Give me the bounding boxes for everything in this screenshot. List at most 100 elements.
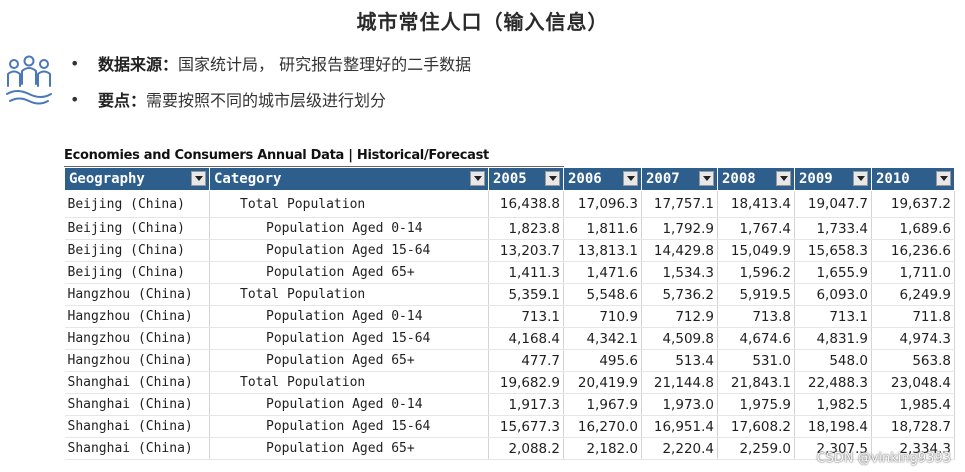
value-cell-2005: 15,677.3 [488, 415, 564, 438]
table-row: Beijing (China) Population Aged 0-14 1,823… [64, 217, 955, 240]
filter-dropdown-icon[interactable] [470, 171, 485, 186]
geography-cell: Beijing (China) [64, 190, 210, 218]
value-cell-2009: 4,831.9 [794, 327, 872, 350]
geography-cell: Beijing (China) [64, 217, 210, 240]
column-header-label: Geography [69, 171, 145, 187]
value-cell-2010: 711.8 [871, 305, 955, 328]
column-header-label: Category [214, 171, 282, 187]
column-header-label: 2008 [722, 171, 756, 187]
category-cell: Total Population [209, 190, 489, 218]
value-cell-2009: 18,198.4 [794, 415, 872, 438]
category-cell: Population Aged 15-64 [209, 327, 489, 350]
value-cell-2010: 6,249.9 [871, 283, 955, 306]
column-header-label: 2010 [876, 171, 910, 187]
population-table: Geography Category 2005 2006 2007 2008 2009 201… [64, 167, 955, 460]
geography-cell: Shanghai (China) [64, 393, 210, 416]
value-cell-2009: 1,982.5 [794, 393, 872, 416]
value-cell-2010: 1,711.0 [871, 261, 955, 284]
value-cell-2008: 15,049.9 [717, 239, 795, 262]
table-row: Hangzhou (China) Population Aged 0-14 713.… [64, 305, 955, 328]
table-row: Hangzhou (China) Total Population 5,359.1 5… [64, 283, 955, 306]
value-cell-2007: 16,951.4 [641, 415, 718, 438]
column-header-label: 2006 [568, 171, 602, 187]
value-cell-2005: 477.7 [488, 349, 564, 372]
watermark: CSDN @vinking9393 [816, 451, 951, 466]
value-cell-2010: 19,637.2 [871, 190, 955, 218]
category-cell: Population Aged 65+ [209, 349, 489, 372]
table-row: Shanghai (China) Total Population 19,682.9… [64, 371, 955, 394]
value-cell-2009: 22,488.3 [794, 371, 872, 394]
value-cell-2006: 17,096.3 [563, 190, 642, 218]
value-cell-2006: 1,967.9 [563, 393, 642, 416]
table-caption: Economies and Consumers Annual Data | Hi… [64, 146, 564, 167]
filter-dropdown-icon[interactable] [545, 171, 560, 186]
table-row: Beijing (China) Total Population 16,438.8 1… [64, 190, 955, 218]
filter-dropdown-icon[interactable] [853, 171, 868, 186]
geography-cell: Hangzhou (China) [64, 327, 210, 350]
table-row: Hangzhou (China) Population Aged 65+ 477.7… [64, 349, 955, 372]
value-cell-2008: 17,608.2 [717, 415, 795, 438]
category-cell: Total Population [209, 283, 489, 306]
value-cell-2007: 513.4 [641, 349, 718, 372]
value-cell-2007: 5,736.2 [641, 283, 718, 306]
category-cell: Population Aged 15-64 [209, 415, 489, 438]
value-cell-2008: 2,259.0 [717, 437, 795, 460]
value-cell-2007: 21,144.8 [641, 371, 718, 394]
filter-dropdown-icon[interactable] [936, 171, 951, 186]
geography-cell: Hangzhou (China) [64, 305, 210, 328]
column-header-2008: 2008 [717, 167, 795, 191]
value-cell-2005: 1,823.8 [488, 217, 564, 240]
value-cell-2007: 17,757.1 [641, 190, 718, 218]
value-cell-2009: 1,655.9 [794, 261, 872, 284]
value-cell-2006: 13,813.1 [563, 239, 642, 262]
slide-title: 城市常住人口（输入信息） [356, 10, 609, 34]
value-cell-2008: 18,413.4 [717, 190, 795, 218]
category-cell: Population Aged 65+ [209, 437, 489, 460]
bullet-dot: • [70, 53, 80, 73]
value-cell-2009: 548.0 [794, 349, 872, 372]
category-cell: Population Aged 15-64 [209, 239, 489, 262]
filter-dropdown-icon[interactable] [623, 171, 638, 186]
value-cell-2006: 20,419.9 [563, 371, 642, 394]
geography-cell: Hangzhou (China) [64, 283, 210, 306]
column-header-geography: Geography [64, 167, 210, 191]
geography-cell: Beijing (China) [64, 261, 210, 284]
filter-dropdown-icon[interactable] [699, 171, 714, 186]
column-header-2007: 2007 [641, 167, 718, 191]
value-cell-2010: 16,236.6 [871, 239, 955, 262]
value-cell-2006: 1,471.6 [563, 261, 642, 284]
value-cell-2010: 1,985.4 [871, 393, 955, 416]
table-row: Shanghai (China) Population Aged 65+ 2,088… [64, 437, 955, 460]
value-cell-2007: 2,220.4 [641, 437, 718, 460]
bullet-text: 需要按照不同的城市层级进行划分 [146, 91, 387, 110]
value-cell-2006: 16,270.0 [563, 415, 642, 438]
value-cell-2007: 1,973.0 [641, 393, 718, 416]
geography-cell: Shanghai (China) [64, 415, 210, 438]
value-cell-2009: 6,093.0 [794, 283, 872, 306]
people-group-icon [6, 55, 52, 105]
category-cell: Population Aged 0-14 [209, 217, 489, 240]
value-cell-2005: 4,168.4 [488, 327, 564, 350]
table-row: Shanghai (China) Population Aged 15-64 15,… [64, 415, 955, 438]
value-cell-2010: 2,334.3 [871, 437, 955, 460]
category-cell: Total Population [209, 371, 489, 394]
value-cell-2008: 531.0 [717, 349, 795, 372]
column-header-2006: 2006 [563, 167, 642, 191]
value-cell-2006: 5,548.6 [563, 283, 642, 306]
table-row: Beijing (China) Population Aged 65+ 1,411.… [64, 261, 955, 284]
value-cell-2007: 4,509.8 [641, 327, 718, 350]
value-cell-2005: 1,411.3 [488, 261, 564, 284]
value-cell-2010: 18,728.7 [871, 415, 955, 438]
filter-dropdown-icon[interactable] [776, 171, 791, 186]
value-cell-2009: 713.1 [794, 305, 872, 328]
value-cell-2007: 712.9 [641, 305, 718, 328]
value-cell-2010: 4,974.3 [871, 327, 955, 350]
geography-cell: Hangzhou (China) [64, 349, 210, 372]
value-cell-2005: 13,203.7 [488, 239, 564, 262]
value-cell-2009: 15,658.3 [794, 239, 872, 262]
value-cell-2008: 713.8 [717, 305, 795, 328]
bullet-data-source: • 数据来源： 国家统计局， 研究报告整理好的二手数据 [70, 48, 471, 78]
filter-dropdown-icon[interactable] [191, 171, 206, 186]
column-header-2005: 2005 [488, 167, 564, 191]
geography-cell: Shanghai (China) [64, 437, 210, 460]
